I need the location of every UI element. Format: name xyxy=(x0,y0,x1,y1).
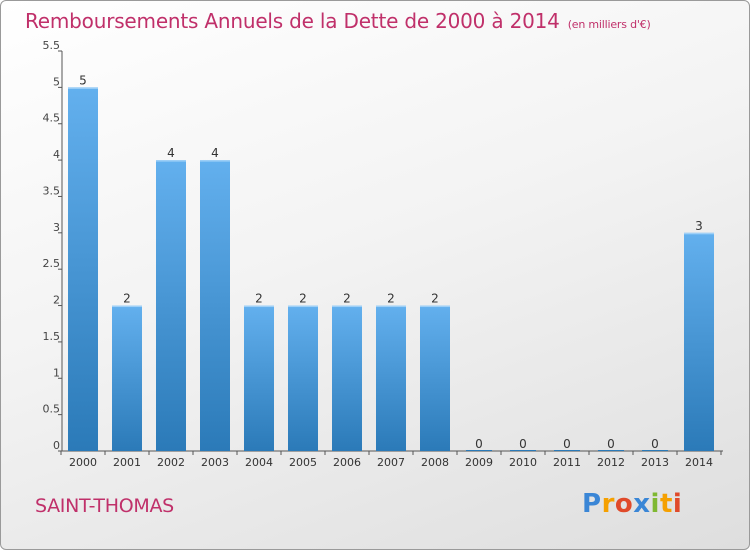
bar xyxy=(510,450,536,451)
proxiti-logo[interactable]: Proxiti xyxy=(582,489,682,519)
data-label: 5 xyxy=(79,73,87,87)
y-tick-label: 4.5 xyxy=(43,112,61,125)
data-label: 0 xyxy=(519,437,527,451)
bar xyxy=(288,305,318,451)
bar-highlight xyxy=(156,160,186,162)
x-tick-label: 2010 xyxy=(509,456,537,469)
x-tick-label: 2008 xyxy=(421,456,449,469)
y-tick-label: 0.5 xyxy=(43,403,61,416)
x-tick-label: 2013 xyxy=(641,456,669,469)
x-tick-label: 2004 xyxy=(245,456,273,469)
y-tick-label: 3.5 xyxy=(43,184,61,197)
data-label: 3 xyxy=(695,219,703,233)
chart-unit: (en milliers d'€) xyxy=(567,18,651,31)
data-label: 2 xyxy=(299,292,307,306)
x-tick-label: 2012 xyxy=(597,456,625,469)
x-tick-label: 2005 xyxy=(289,456,317,469)
y-tick-label: 0 xyxy=(53,439,60,452)
bar xyxy=(332,305,362,451)
logo-letter: r xyxy=(601,489,615,519)
x-tick-label: 2007 xyxy=(377,456,405,469)
y-tick-label: 5 xyxy=(53,75,60,88)
y-tick-label: 1.5 xyxy=(43,330,61,343)
logo-letter: t xyxy=(659,489,673,519)
y-tick-label: 2.5 xyxy=(43,257,61,270)
bar xyxy=(244,305,274,451)
bar-highlight xyxy=(112,305,142,308)
bar-highlight xyxy=(68,87,98,89)
bar xyxy=(376,305,406,451)
data-label: 0 xyxy=(563,437,571,451)
bar xyxy=(112,305,142,451)
chart-title: Remboursements Annuels de la Dette de 20… xyxy=(25,9,651,33)
y-tick-label: 5.5 xyxy=(43,39,61,52)
bar xyxy=(466,450,492,451)
bar xyxy=(684,232,714,451)
logo-letter: i xyxy=(672,489,683,519)
x-tick-label: 2000 xyxy=(69,456,97,469)
x-tick-label: 2011 xyxy=(553,456,581,469)
bar xyxy=(68,87,98,451)
bar xyxy=(554,450,580,451)
logo-letter: o xyxy=(614,489,634,519)
chart-title-text: Remboursements Annuels de la Dette de 20… xyxy=(25,9,560,33)
bar-highlight xyxy=(332,305,362,308)
data-label: 0 xyxy=(607,437,615,451)
bar xyxy=(420,305,450,451)
logo-letter: P xyxy=(582,489,602,519)
data-label: 0 xyxy=(651,437,659,451)
bar xyxy=(200,160,230,451)
commune-name: SAINT-THOMAS xyxy=(35,495,174,517)
bar-highlight xyxy=(376,305,406,308)
x-tick-label: 2009 xyxy=(465,456,493,469)
data-label: 2 xyxy=(431,292,439,306)
x-tick-label: 2014 xyxy=(685,456,713,469)
data-label: 4 xyxy=(211,146,219,160)
y-tick-label: 2 xyxy=(53,294,60,307)
y-tick-label: 1 xyxy=(53,366,60,379)
logo-letter: i xyxy=(650,489,660,519)
bar-highlight xyxy=(244,305,274,308)
logo-letter: x xyxy=(633,489,651,519)
bar-highlight xyxy=(684,232,714,235)
data-label: 2 xyxy=(255,292,263,306)
x-tick-label: 2002 xyxy=(157,456,185,469)
bar-highlight xyxy=(420,305,450,308)
bar-highlight xyxy=(288,305,318,308)
x-tick-label: 2006 xyxy=(333,456,361,469)
data-label: 2 xyxy=(387,292,395,306)
data-label: 2 xyxy=(123,292,131,306)
y-tick-label: 4 xyxy=(53,148,60,161)
y-tick-label: 3 xyxy=(53,221,60,234)
data-label: 2 xyxy=(343,292,351,306)
data-label: 0 xyxy=(475,437,483,451)
bar-highlight xyxy=(200,160,230,162)
bar xyxy=(598,450,624,451)
data-label: 4 xyxy=(167,146,175,160)
bar xyxy=(156,160,186,451)
bar xyxy=(642,450,668,451)
x-tick-label: 2003 xyxy=(201,456,229,469)
x-tick-label: 2001 xyxy=(113,456,141,469)
